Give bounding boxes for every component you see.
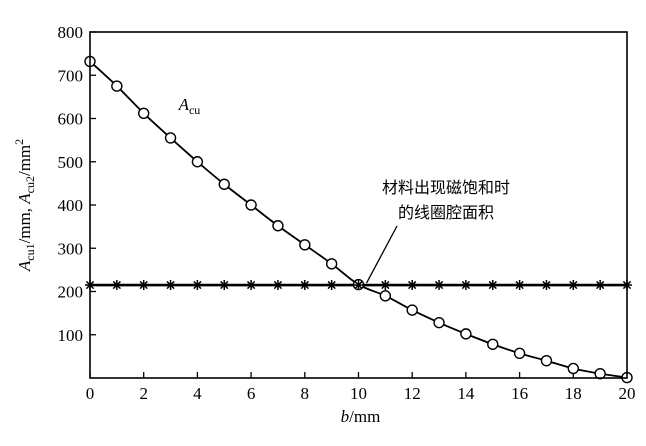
asterisk-stroke [354,280,363,290]
asterisk-marker [434,280,445,291]
asterisk-marker [299,280,310,291]
asterisk-stroke [112,280,121,290]
asterisk-marker [380,280,391,291]
circle-marker [379,290,392,302]
asterisk-marker [138,280,149,291]
circle-marker [567,362,579,375]
x-axis-label: b/mm [341,407,381,426]
series-label-sub: cu [189,103,200,117]
asterisk-marker [326,280,337,291]
asterisk-marker [568,280,579,291]
x-tick-label: 18 [565,384,582,403]
circle-marker [137,107,150,120]
asterisk-marker [246,280,257,291]
x-tick-label: 6 [247,384,256,403]
circle-marker [218,178,230,190]
circle-marker [406,304,418,316]
asterisk-stroke [327,280,336,290]
y-tick-label: 400 [58,196,84,215]
x-tick-label: 8 [301,384,310,403]
asterisk-marker [111,280,122,291]
asterisk-marker [165,280,176,291]
asterisk-marker [192,280,203,291]
asterisk-stroke [273,280,283,290]
y-tick-label: 800 [58,23,84,42]
circle-marker [272,220,284,232]
y-axis-label-sub1: cu1 [23,243,37,260]
series-markers [84,55,633,384]
x-axis-label-var: b [341,407,350,426]
asterisk-stroke [461,280,471,290]
y-axis-label-sup2: 2 [12,139,26,145]
asterisk-stroke [193,280,202,290]
x-tick-label: 20 [619,384,636,403]
asterisk-stroke [488,280,497,290]
plot-frame [89,31,628,379]
circle-marker [245,199,257,211]
x-tick-label: 2 [139,384,148,403]
y-axis-label: Acu1/mm, Acu2/mm2 [12,139,37,272]
y-tick-label: 200 [58,283,84,302]
asterisk-stroke [139,280,148,290]
circle-marker [540,355,553,367]
asterisk-stroke [434,280,444,290]
y-axis-label-var2: A [15,193,34,205]
asterisk-stroke [220,280,229,290]
circle-marker [460,328,472,340]
series-label-acu: Acu [178,95,201,117]
x-tick-label: 12 [404,384,421,403]
circle-marker [299,239,311,251]
x-tick-label: 10 [350,384,367,403]
asterisk-stroke [515,280,524,290]
asterisk-marker [353,280,364,291]
circle-marker [433,316,445,329]
series-label-var: A [178,95,190,114]
x-tick-label: 4 [193,384,202,403]
asterisk-stroke [300,280,309,290]
circle-marker [487,338,499,350]
asterisk-marker [407,280,418,291]
annotation-line-1: 材料出现磁饱和时 [382,178,510,197]
y-axis-label-unit1: /mm, [15,204,34,244]
circle-marker [111,80,123,92]
circle-marker [325,258,338,270]
y-tick-label: 100 [58,326,84,345]
annotation-arrow [365,225,398,284]
x-tick-label: 0 [86,384,95,403]
asterisk-marker [460,280,471,291]
asterisk-marker [514,280,525,291]
asterisk-marker [219,280,230,291]
axis-ticks: 0 2 4 6 8 10 12 14 16 18 20 100 200 300 400 500 600 700 80… [58,23,636,403]
asterisk-stroke [596,280,605,290]
asterisk-stroke [381,280,390,290]
circle-marker [513,347,526,360]
series-line-0 [89,60,628,379]
y-axis-label-unit2: /mm [15,145,34,176]
x-tick-label: 16 [511,384,528,403]
circle-marker [191,156,204,168]
y-tick-label: 600 [58,110,84,129]
asterisk-marker [595,280,606,291]
asterisk-marker [272,280,283,291]
y-tick-label: 300 [58,239,84,258]
asterisk-marker [541,280,552,291]
x-tick-label: 14 [457,384,475,403]
x-axis-label-unit: /mm [349,407,380,426]
annotation-line-2: 的线圈腔面积 [398,203,494,222]
y-axis-label-var1: A [15,260,34,272]
asterisk-stroke [569,280,578,290]
y-tick-label: 500 [58,153,84,172]
asterisk-stroke [166,280,175,290]
y-axis-label-sub2: cu2 [23,176,37,193]
asterisk-stroke [246,280,256,290]
asterisk-stroke [408,280,417,290]
circle-marker [164,132,177,144]
asterisk-marker [487,280,498,291]
asterisk-stroke [542,280,551,290]
circle-marker [594,367,606,380]
y-tick-label: 700 [58,66,84,85]
series-lines [89,60,628,379]
